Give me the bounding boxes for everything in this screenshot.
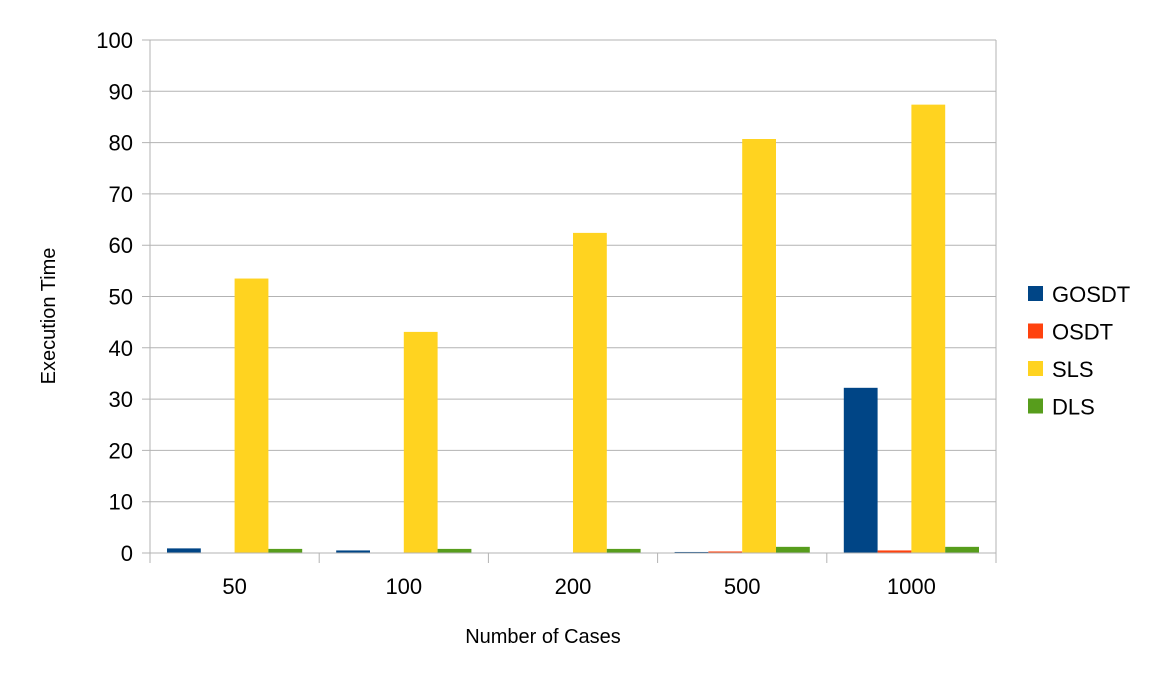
x-tick-labels: 50 100 200 500 1000 [222,574,936,599]
legend-label-dls: DLS [1052,395,1095,420]
x-tick-label: 100 [385,574,422,599]
bar-sls-50 [234,278,269,553]
legend-swatch-dls [1028,398,1043,414]
y-tick-label: 70 [109,182,133,207]
legend-label-sls: SLS [1052,357,1094,382]
bar-dls-500 [776,546,810,553]
bar-gosdt-100 [336,550,370,553]
bar-gosdt-500 [674,551,709,553]
bar-dls-100 [437,548,472,553]
legend-label-gosdt: GOSDT [1052,282,1130,307]
y-tick-label: 50 [109,285,133,310]
bar-dls-200 [606,548,641,553]
y-tick-label: 100 [96,28,133,53]
x-axis-title: Number of Cases [465,626,621,648]
x-tick-label: 200 [555,574,592,599]
x-tick-label: 1000 [887,574,936,599]
y-tick-label: 90 [109,79,133,104]
y-tick-label: 20 [109,438,133,463]
bar-sls-200 [573,232,607,553]
bar-sls-500 [742,139,776,553]
y-tick-labels: 0 10 20 30 40 50 60 70 80 90 100 [96,28,133,566]
gridlines [142,39,996,554]
y-tick-label: 80 [109,131,133,156]
bar-gosdt-50 [167,548,201,553]
bar-sls-100 [403,331,438,553]
y-axis-title: Execution Time [38,248,60,385]
y-tick-label: 40 [109,336,133,361]
bar-dls-1000 [945,546,979,553]
bar-osdt-500 [708,551,743,553]
legend-swatch-osdt [1028,323,1043,339]
x-tick-label: 50 [222,574,246,599]
y-tick-label: 30 [109,387,133,412]
legend-swatch-sls [1028,361,1043,376]
y-tick-label: 60 [109,233,133,258]
legend-label-osdt: OSDT [1052,320,1113,345]
y-tick-label: 10 [109,490,133,515]
bar-sls-1000 [911,104,946,553]
bar-osdt-1000 [877,550,912,553]
legend: GOSDT OSDT SLS DLS [1028,282,1130,420]
bar-gosdt-1000 [843,387,878,553]
bars [167,104,979,553]
x-tick-label: 500 [724,574,761,599]
axes [149,40,997,563]
bar-dls-50 [268,548,303,553]
legend-swatch-gosdt [1028,286,1043,301]
y-tick-label: 0 [121,541,133,566]
